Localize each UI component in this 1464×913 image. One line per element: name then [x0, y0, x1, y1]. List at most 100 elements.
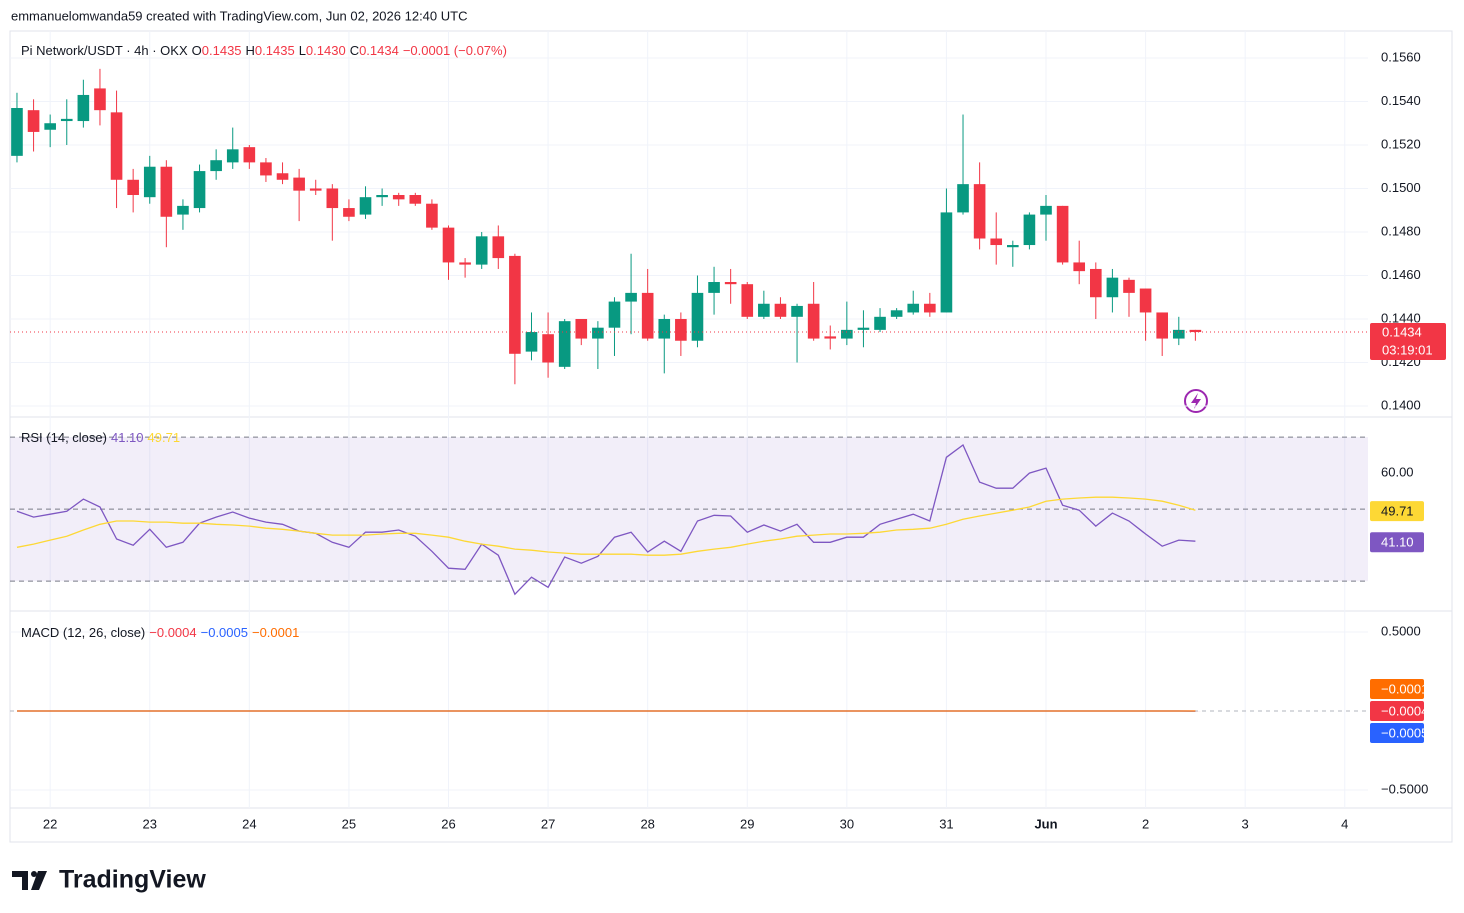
alert-icon[interactable] — [1184, 389, 1208, 413]
candle-body — [625, 292, 637, 302]
y-tick-label: 60.00 — [1381, 465, 1414, 480]
candle-body — [94, 88, 106, 111]
x-tick-label: 28 — [640, 816, 654, 831]
y-tick-label: 0.1400 — [1381, 397, 1421, 412]
y-tick-label: 0.1520 — [1381, 136, 1421, 151]
candle-body — [426, 203, 438, 228]
chart-frame — [9, 30, 1453, 843]
candle-body — [724, 282, 737, 285]
x-tick-label: 25 — [342, 816, 356, 831]
candle-body — [973, 184, 986, 239]
candle-body — [243, 147, 256, 163]
x-tick-label: Jun — [1034, 816, 1057, 831]
candle-body — [791, 305, 803, 317]
last-price-tag: 0.1434 — [1382, 324, 1422, 339]
candle-body — [1123, 279, 1135, 293]
candle-body — [343, 208, 355, 217]
candle-body — [376, 195, 388, 198]
rsi-line — [16, 443, 1196, 596]
candle-body — [160, 166, 173, 217]
ohlc-value: 0.1430 — [305, 43, 346, 58]
legend-value: 41.10 — [110, 430, 144, 445]
y-tick-label: 0.1460 — [1381, 267, 1421, 282]
candle-body — [807, 303, 820, 339]
candle-body — [44, 123, 56, 130]
macd-tag-bg — [1370, 701, 1424, 722]
x-tick-label: 23 — [143, 816, 157, 831]
candle-body — [691, 292, 704, 341]
ohlc-key: L — [298, 43, 306, 58]
candle-body — [1156, 312, 1169, 339]
candle-body — [990, 238, 1003, 246]
macd-tag: −0.0005 — [1381, 725, 1428, 740]
legend-value: −0.0001 — [251, 625, 300, 640]
y-tick-label: 0.1540 — [1381, 93, 1421, 108]
candle-body — [60, 118, 73, 122]
change: −0.0001 (−0.07%) — [402, 43, 507, 58]
indicator-title: RSI (14, close) — [21, 430, 107, 445]
indicator-title: MACD (12, 26, close) — [21, 625, 146, 640]
candle-body — [110, 112, 123, 180]
x-tick-label: 4 — [1341, 816, 1348, 831]
ohlc-key: C — [349, 43, 360, 58]
rsi-tag: 49.71 — [1381, 504, 1414, 519]
countdown: 03:19:01 — [1382, 342, 1433, 357]
candle-body — [127, 179, 139, 196]
candle-body — [260, 162, 272, 176]
macd-legend: MACD (12, 26, close) −0.0004 −0.0005 −0.000… — [21, 625, 303, 640]
candle-body — [841, 329, 853, 339]
candle-body — [77, 94, 90, 122]
candle-body — [359, 197, 372, 215]
macd-tag-bg — [1370, 723, 1424, 744]
candle-body — [957, 184, 969, 213]
candle-body — [890, 310, 903, 317]
x-tick-label: 2 — [1142, 816, 1149, 831]
candle-body — [177, 205, 189, 215]
x-tick-label: 29 — [740, 816, 754, 831]
x-tick-label: 22 — [43, 816, 57, 831]
candle-body — [708, 282, 720, 293]
candle-body — [1139, 288, 1152, 313]
candle-body — [326, 188, 339, 209]
candle-body — [193, 171, 206, 209]
candle-body — [1040, 205, 1052, 215]
rsi-tag-bg — [1370, 501, 1424, 522]
legend-value: −0.0004 — [149, 625, 197, 640]
candle-body — [1073, 262, 1086, 272]
candle-body — [824, 336, 837, 339]
candle-body — [525, 332, 538, 352]
logo-icon — [12, 871, 47, 890]
candle-body — [874, 316, 886, 330]
x-tick-label: 3 — [1242, 816, 1249, 831]
logo-text: TradingView — [59, 866, 206, 894]
y-tick-label: 0.1560 — [1381, 49, 1421, 64]
candle-body — [774, 303, 787, 317]
candle-body — [1089, 268, 1102, 298]
candle-body — [276, 173, 289, 180]
candle-body — [11, 108, 23, 156]
candle-body — [641, 292, 654, 339]
candle-body — [1007, 245, 1019, 248]
x-tick-label: 24 — [242, 816, 256, 831]
rsi-legend: RSI (14, close) 41.10 49.71 — [21, 430, 184, 445]
y-tick-label: 0.5000 — [1381, 623, 1421, 638]
candle-body — [592, 327, 604, 339]
candle-body — [924, 303, 936, 313]
candle-body — [509, 255, 521, 354]
rsi-tag-bg — [1370, 532, 1424, 553]
candle-body — [907, 303, 920, 313]
y-tick-label: −0.5000 — [1381, 781, 1428, 796]
macd-tag-bg — [1370, 679, 1424, 700]
candle-body — [459, 262, 471, 265]
last-price-tag-bg — [1370, 323, 1446, 361]
ohlc-key: O — [191, 43, 202, 58]
candle-body — [293, 177, 305, 191]
candle-body — [309, 188, 322, 191]
x-tick-label: 26 — [441, 816, 455, 831]
candle-body — [210, 160, 222, 172]
candle-body — [675, 318, 687, 341]
ohlc-value: 0.1435 — [201, 43, 242, 58]
candle-body — [940, 212, 953, 313]
candle-body — [857, 327, 870, 330]
